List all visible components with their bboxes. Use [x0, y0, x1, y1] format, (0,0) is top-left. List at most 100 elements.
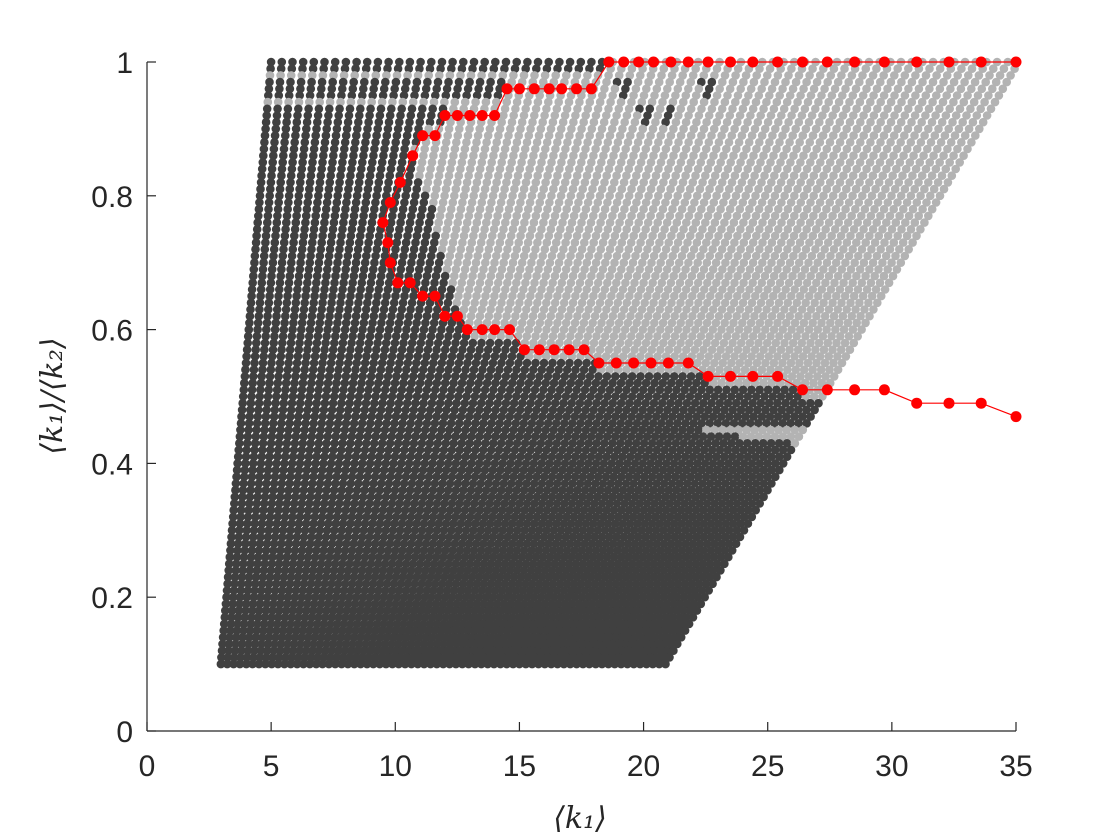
data-point — [498, 459, 507, 468]
data-point — [316, 171, 326, 180]
data-point — [439, 278, 448, 288]
data-point — [281, 559, 291, 569]
data-point — [413, 71, 423, 80]
data-point — [249, 265, 259, 274]
data-point — [276, 352, 286, 361]
data-point — [451, 459, 461, 468]
data-point — [258, 633, 267, 642]
data-point — [281, 385, 290, 395]
data-point — [382, 452, 392, 462]
data-point — [248, 599, 258, 609]
data-point — [373, 238, 383, 247]
data-point — [339, 619, 349, 629]
data-point — [421, 84, 431, 94]
data-point — [428, 539, 438, 548]
data-point — [646, 158, 656, 167]
data-point — [250, 352, 260, 361]
data-point — [461, 298, 471, 308]
data-point — [547, 385, 556, 395]
data-point — [413, 311, 423, 321]
data-point — [626, 265, 635, 274]
data-point — [374, 492, 383, 502]
data-point — [554, 512, 564, 522]
data-point — [704, 84, 714, 94]
data-point — [513, 171, 523, 180]
data-point — [567, 124, 576, 134]
data-point — [233, 459, 242, 468]
data-point — [402, 653, 412, 662]
data-point — [407, 539, 416, 548]
data-point — [404, 178, 413, 187]
data-point — [261, 653, 271, 662]
data-point — [357, 599, 366, 609]
data-point — [339, 385, 348, 395]
data-point — [521, 104, 530, 114]
data-point — [499, 291, 508, 301]
data-point — [519, 285, 528, 294]
data-point — [338, 559, 347, 569]
data-point — [501, 613, 511, 622]
data-point — [379, 432, 388, 441]
data-point — [326, 305, 335, 314]
data-point — [510, 251, 520, 261]
data-point — [506, 265, 516, 274]
data-point — [676, 184, 685, 194]
data-point — [331, 271, 340, 281]
data-point — [639, 204, 648, 214]
data-point — [422, 419, 432, 428]
data-point — [651, 117, 660, 127]
data-point — [513, 526, 522, 535]
data-point — [438, 579, 447, 589]
data-point — [316, 519, 326, 528]
data-point — [651, 171, 661, 180]
data-point — [451, 659, 461, 669]
data-point — [346, 552, 356, 562]
data-point — [335, 178, 344, 187]
data-point — [312, 452, 321, 462]
data-point — [426, 639, 435, 649]
data-point — [447, 245, 456, 254]
data-point — [603, 392, 612, 401]
data-point — [365, 592, 375, 602]
data-point — [280, 231, 290, 241]
data-point — [405, 619, 415, 629]
data-point — [571, 365, 580, 375]
data-point — [366, 419, 375, 428]
data-point — [457, 465, 467, 475]
data-point — [260, 138, 269, 147]
data-point — [288, 646, 298, 655]
data-point — [501, 472, 511, 482]
data-point — [455, 472, 465, 482]
data-point — [322, 124, 332, 134]
data-point — [343, 566, 353, 575]
data-point — [606, 318, 615, 328]
data-point — [481, 532, 491, 542]
data-point — [470, 225, 480, 234]
data-point — [608, 238, 617, 247]
data-point — [408, 633, 418, 642]
data-point — [375, 633, 385, 642]
data-point — [478, 231, 488, 241]
data-point — [554, 365, 563, 375]
data-point — [424, 218, 434, 227]
data-point — [328, 492, 338, 502]
data-point — [452, 332, 462, 341]
data-point — [515, 539, 524, 548]
data-point — [612, 111, 621, 120]
data-point — [614, 71, 624, 80]
data-point — [696, 158, 706, 167]
data-point — [467, 198, 477, 207]
data-point — [504, 586, 514, 595]
data-point — [415, 117, 425, 127]
data-point — [273, 204, 283, 214]
data-point — [580, 291, 589, 301]
data-point — [466, 345, 476, 355]
data-point — [618, 285, 628, 294]
data-point — [405, 265, 415, 274]
data-point — [619, 352, 628, 361]
data-point — [453, 258, 462, 268]
data-point — [447, 64, 456, 73]
data-point — [385, 111, 395, 120]
data-point — [483, 211, 493, 221]
data-point — [477, 158, 487, 167]
